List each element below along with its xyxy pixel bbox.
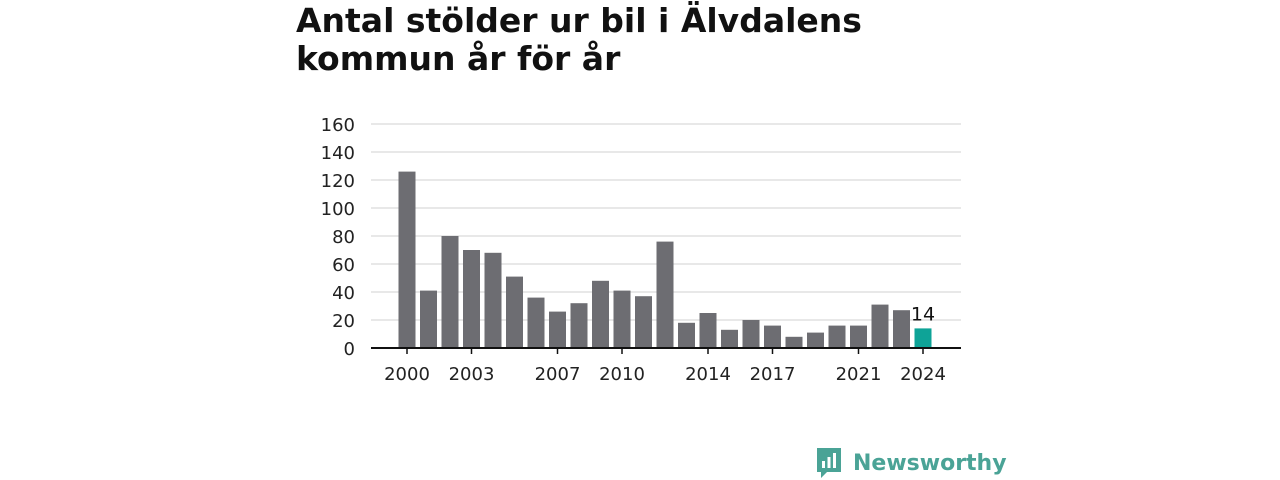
bar-highlight [914, 328, 932, 348]
x-tick-label: 2017 [750, 364, 796, 385]
bar [764, 325, 781, 348]
bar [807, 332, 824, 348]
x-tick-label: 2010 [599, 364, 645, 385]
bar [850, 325, 867, 348]
bar [592, 280, 609, 348]
bar [527, 297, 545, 348]
y-tick-label: 140 [321, 143, 355, 164]
brand-name: Newsworthy [853, 450, 1007, 476]
bar [635, 296, 652, 348]
bar [613, 290, 631, 348]
x-tick-label: 2003 [449, 364, 495, 385]
bar [549, 311, 566, 348]
y-tick-label: 120 [321, 171, 355, 192]
bar [570, 303, 588, 348]
bar [871, 304, 889, 348]
y-tick-label: 40 [332, 283, 355, 304]
y-tick-label: 80 [332, 227, 355, 248]
y-tick-label: 60 [332, 255, 355, 276]
bar [699, 313, 717, 348]
x-tick-label: 2021 [836, 364, 882, 385]
bar [398, 171, 416, 348]
bar [484, 252, 502, 348]
y-tick-label: 100 [321, 199, 355, 220]
x-tick-label: 2000 [384, 364, 430, 385]
brand: Newsworthy [815, 446, 1007, 480]
y-tick-label: 0 [344, 339, 355, 360]
bar [893, 310, 910, 348]
x-tick-label: 2024 [900, 364, 946, 385]
y-tick-label: 160 [321, 115, 355, 136]
bar [463, 250, 480, 348]
data-label: 14 [911, 303, 935, 325]
y-tick-label: 20 [332, 311, 355, 332]
newsworthy-logo-icon [817, 448, 841, 478]
bar [420, 290, 437, 348]
bar [656, 241, 674, 348]
bar [441, 236, 459, 348]
x-tick-label: 2014 [685, 364, 731, 385]
bar [678, 322, 695, 348]
bar [785, 336, 803, 348]
bar [721, 329, 738, 348]
bar [828, 325, 846, 348]
bar [506, 276, 523, 348]
x-tick-label: 2007 [535, 364, 581, 385]
bar [742, 320, 760, 348]
chart-title: Antal stölder ur bil i Älvdalens kommun … [296, 1, 862, 78]
